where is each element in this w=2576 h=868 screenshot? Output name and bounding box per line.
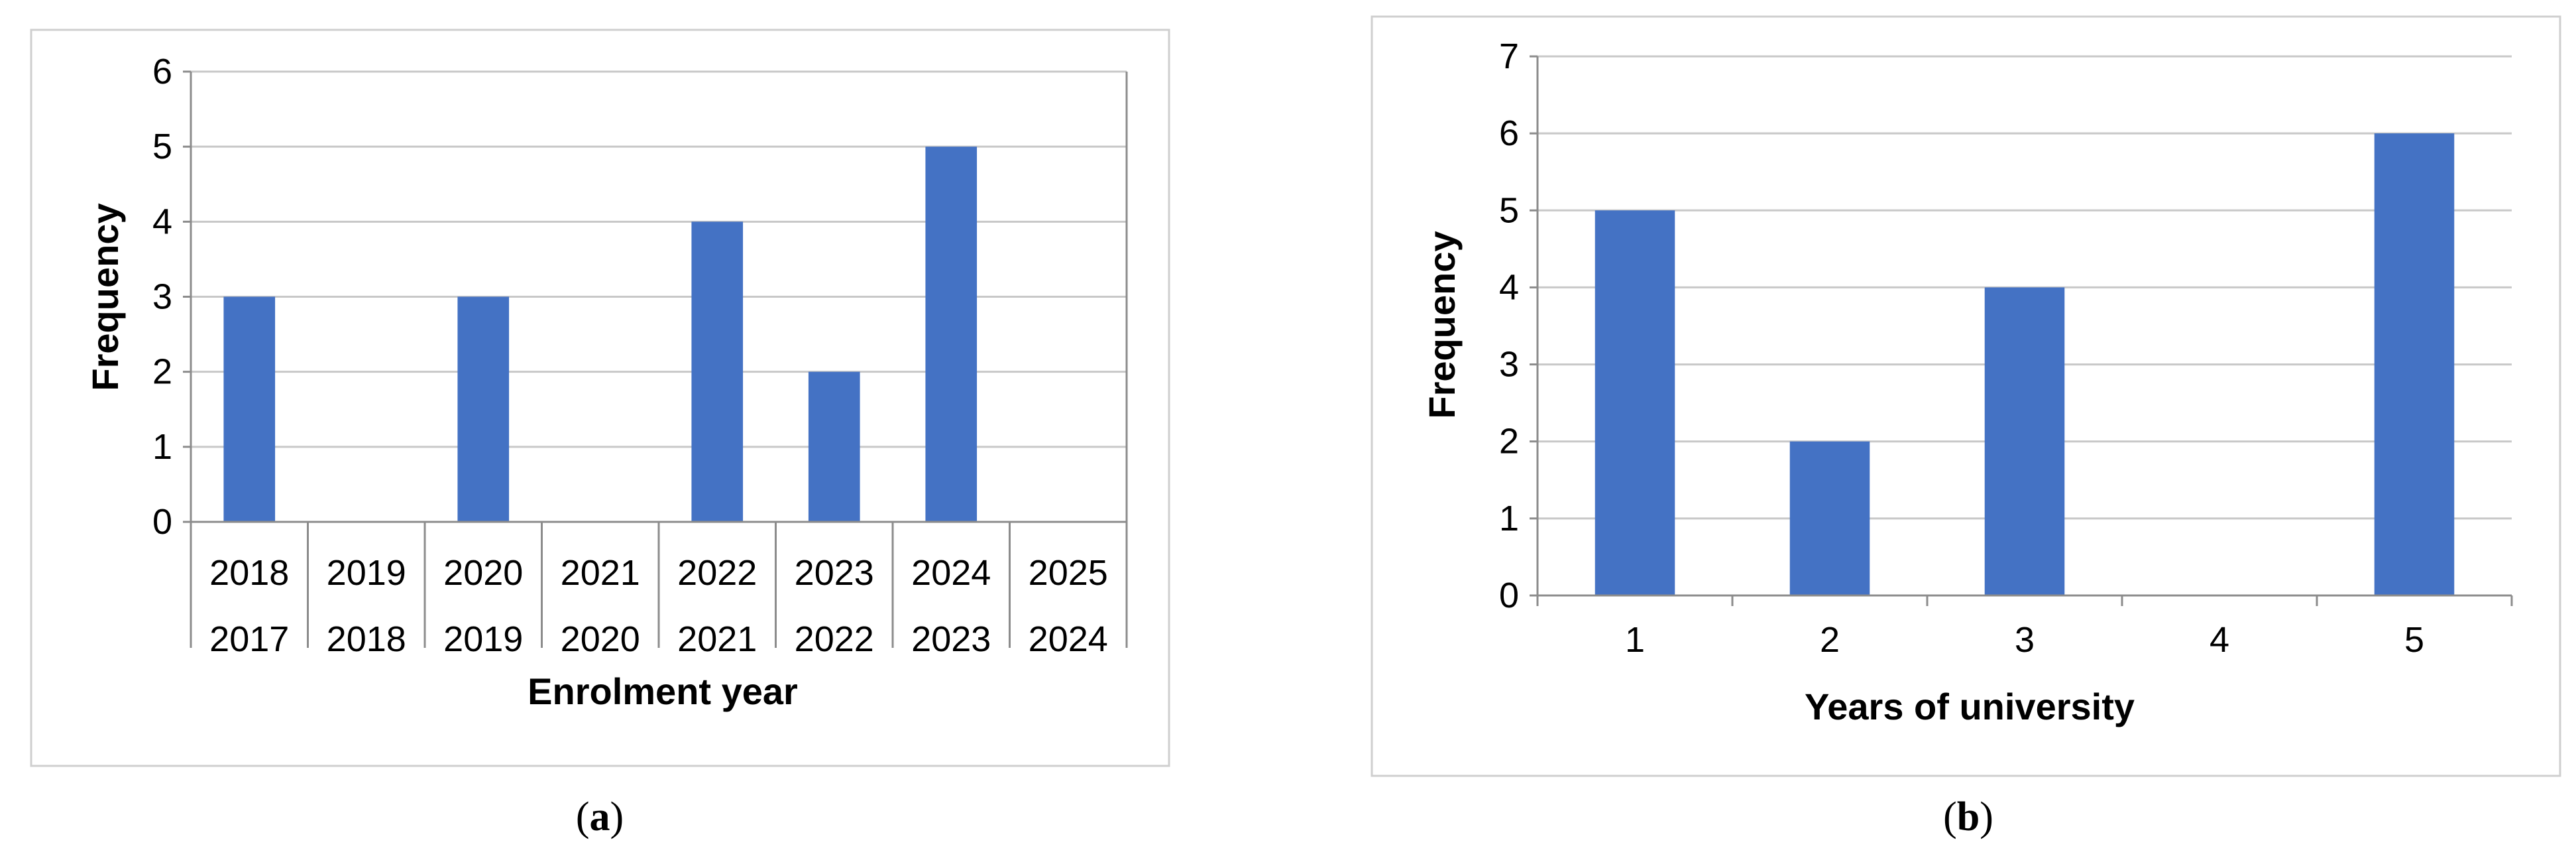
- y-tick-label: 2: [1499, 422, 1519, 462]
- x-tick-label: 2024: [911, 553, 991, 593]
- x-tick-label: 2023: [795, 553, 874, 593]
- y-tick-label: 6: [1499, 113, 1519, 153]
- y-tick-label: 1: [1499, 499, 1519, 538]
- x-tick-label: 2020: [561, 619, 640, 659]
- y-tick-label: 5: [1499, 190, 1519, 230]
- bar: [223, 296, 276, 522]
- chart-b-bars: [1595, 133, 2455, 596]
- y-tick-label: 3: [1499, 345, 1519, 385]
- y-tick-label: 4: [152, 202, 172, 241]
- chart-a-y-axis-title: Frequency: [84, 203, 126, 391]
- bar: [1789, 441, 1870, 595]
- bar: [1984, 287, 2065, 595]
- y-tick-label: 5: [152, 127, 172, 166]
- x-tick-label: 2017: [209, 619, 289, 659]
- panel-label-b: (b): [1943, 794, 1993, 839]
- x-tick-label: 2020: [443, 553, 523, 593]
- chart-b-axes: [1530, 55, 2513, 606]
- y-tick-label: 2: [152, 352, 172, 392]
- x-tick-label: 2019: [443, 619, 523, 659]
- panel-label-a: (a): [576, 794, 624, 839]
- panel-label-a-letter: a: [590, 794, 610, 839]
- y-tick-label: 0: [152, 502, 172, 542]
- chart-a: 0 1 2 3 4 5 6 2018 2017 2019 2018 2020 2019 2021 2020…: [30, 29, 1170, 767]
- x-tick-label: 3: [2015, 620, 2035, 660]
- chart-b-frame: [1371, 15, 2561, 777]
- chart-b-y-axis-title: Frequency: [1421, 231, 1463, 418]
- chart-a-x-ticks: 2018 2017 2019 2018 2020 2019 2021 2020 2022 2021…: [209, 553, 1108, 659]
- x-tick-label: 2022: [677, 553, 757, 593]
- bar: [691, 221, 744, 522]
- x-tick-label: 2018: [209, 553, 289, 593]
- chart-a-frame: [30, 29, 1170, 767]
- y-tick-label: 3: [152, 277, 172, 317]
- x-tick-label: 2019: [327, 553, 406, 593]
- x-tick-label: 2021: [677, 619, 757, 659]
- chart-b-x-ticks: 1 2 3 4 5: [1625, 620, 2424, 660]
- x-tick-label: 2025: [1029, 553, 1108, 593]
- chart-b-y-ticks: 0 1 2 3 4 5 6 7: [1499, 36, 1519, 615]
- y-tick-label: 4: [1499, 267, 1519, 307]
- bar: [457, 296, 510, 522]
- x-tick-label: 2022: [795, 619, 874, 659]
- x-tick-label: 2018: [327, 619, 406, 659]
- chart-a-bars: [223, 147, 978, 522]
- chart-b: 0 1 2 3 4 5 6 7 1 2 3 4 5 Years of university Frequ…: [1371, 15, 2561, 777]
- x-tick-label: 2024: [1029, 619, 1108, 659]
- x-tick-label: 2: [1820, 620, 1840, 660]
- x-tick-label: 4: [2210, 620, 2229, 660]
- y-tick-label: 7: [1499, 36, 1519, 76]
- y-tick-label: 6: [152, 52, 172, 92]
- chart-a-x-axis-title: Enrolment year: [528, 670, 798, 712]
- bar: [1595, 210, 1675, 595]
- x-tick-label: 2023: [911, 619, 991, 659]
- panel-label-b-letter: b: [1957, 794, 1980, 839]
- bar: [808, 371, 860, 522]
- y-tick-label: 0: [1499, 576, 1519, 615]
- x-tick-label: 2021: [561, 553, 640, 593]
- bar: [2374, 133, 2455, 596]
- chart-a-axes: [183, 70, 1128, 648]
- bar: [925, 147, 978, 522]
- x-tick-label: 5: [2404, 620, 2424, 660]
- x-tick-label: 1: [1625, 620, 1645, 660]
- y-tick-label: 1: [152, 427, 172, 467]
- chart-b-x-axis-title: Years of university: [1805, 686, 2135, 727]
- chart-a-y-ticks: 0 1 2 3 4 5 6: [152, 52, 172, 542]
